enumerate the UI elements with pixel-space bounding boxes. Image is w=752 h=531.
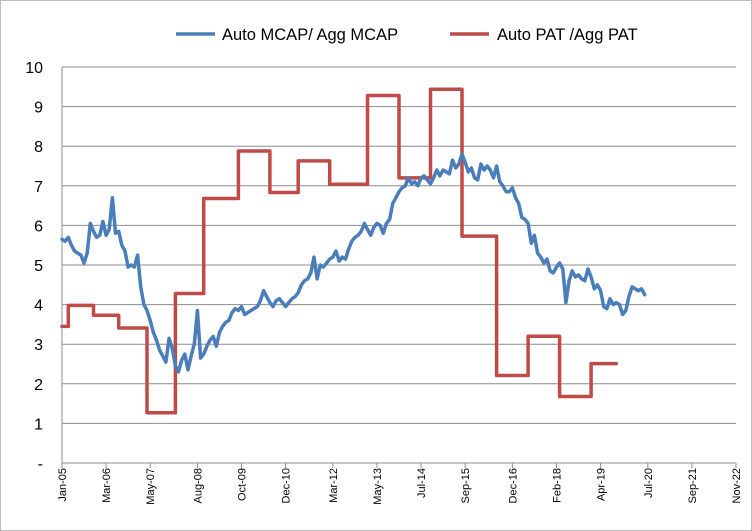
legend-label: Auto MCAP/ Agg MCAP (222, 26, 398, 44)
y-tick-label: - (38, 456, 43, 473)
x-tick-label: Dec-16 (507, 468, 519, 503)
x-tick-label: Sep-21 (687, 468, 699, 503)
x-tick-label: Dec-10 (281, 468, 293, 503)
x-axis-ticks: Jan-05 Mar-06 May-07 Aug-08 Oct-09 Dec-10 Mar-… (57, 463, 743, 505)
y-tick-label: 2 (34, 377, 43, 394)
series-line-auto-mcap (60, 152, 647, 374)
series-layer (60, 87, 647, 415)
x-tick-label: Mar-06 (101, 468, 113, 503)
series-line-auto-pat (60, 87, 619, 415)
y-tick-label: 8 (34, 139, 43, 156)
x-tick-label: Apr-19 (596, 468, 608, 501)
y-axis-ticks: - 1 2 3 4 5 6 7 8 9 10 (25, 60, 43, 473)
x-tick-label: Feb-18 (551, 468, 563, 503)
x-tick-label: Mar-12 (328, 468, 340, 503)
x-tick-label: Nov-22 (731, 468, 743, 503)
y-tick-label: 9 (34, 100, 43, 117)
x-tick-label: Aug-08 (192, 468, 204, 503)
y-tick-label: 3 (34, 337, 43, 354)
x-tick-label: May-13 (372, 468, 384, 505)
x-tick-label: Jul-14 (416, 468, 428, 498)
y-tick-label: 10 (25, 60, 43, 77)
y-tick-label: 4 (34, 298, 43, 315)
x-tick-label: Sep-15 (460, 468, 472, 503)
y-tick-label: 7 (34, 179, 43, 196)
x-tick-label: May-07 (145, 468, 157, 505)
x-tick-label: Oct-09 (237, 468, 249, 501)
y-tick-label: 6 (34, 218, 43, 235)
x-tick-label: Jul-20 (643, 468, 655, 498)
x-tick-label: Jan-05 (57, 468, 69, 502)
legend: Auto MCAP/ Agg MCAP Auto PAT /Agg PAT (176, 26, 638, 44)
y-tick-label: 1 (34, 416, 43, 433)
legend-label: Auto PAT /Agg PAT (497, 26, 638, 44)
y-tick-label: 5 (34, 258, 43, 275)
